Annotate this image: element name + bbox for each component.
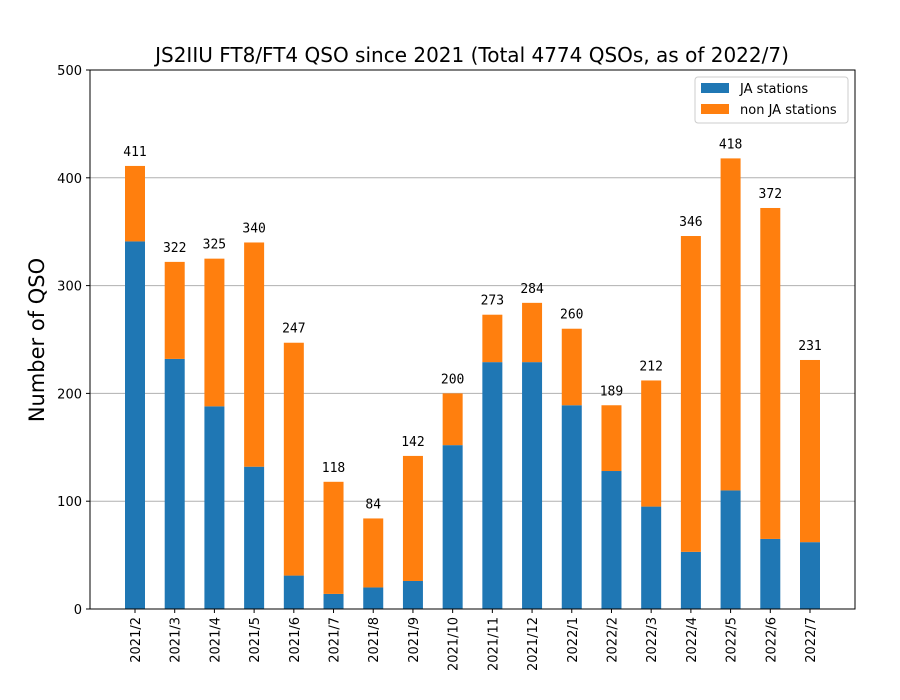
y-tick-label: 400 (57, 172, 82, 187)
bar-non-ja (601, 405, 622, 472)
bar-ja (164, 358, 185, 609)
x-tick-label: 2021/4 (208, 617, 223, 663)
bars (125, 158, 820, 610)
legend-swatch-ja (701, 83, 729, 93)
total-label: 284 (520, 282, 544, 297)
bar-non-ja (164, 261, 185, 359)
bar-ja (800, 542, 820, 609)
bar-non-ja (402, 455, 423, 581)
x-tick-label: 2021/7 (328, 617, 343, 663)
bar-ja (283, 575, 304, 609)
bar-ja (125, 241, 145, 610)
total-label: 273 (481, 294, 504, 309)
x-tick-label: 2021/8 (367, 617, 382, 663)
x-tick-label: 2022/1 (566, 617, 581, 663)
total-label: 411 (123, 145, 146, 160)
plot-area-frame (89, 69, 856, 610)
y-tick-label: 300 (57, 280, 82, 295)
total-label: 189 (600, 384, 623, 399)
x-tick-label: 2022/7 (804, 617, 819, 663)
x-tick-label: 2022/4 (685, 617, 700, 663)
bar-ja (720, 490, 741, 609)
bar-ja (402, 580, 423, 609)
bar-non-ja (641, 380, 662, 507)
bar-ja (641, 506, 662, 609)
total-label: 200 (441, 372, 464, 387)
bar-ja (561, 405, 582, 609)
y-tick-label: 0 (74, 603, 82, 618)
total-label: 418 (719, 137, 742, 152)
bar-non-ja (720, 158, 741, 491)
bar-ja (204, 406, 225, 609)
y-axis-label: Number of QSO (25, 258, 49, 422)
bar-ja (482, 362, 503, 609)
bar-non-ja (283, 342, 304, 576)
bar-non-ja (760, 207, 781, 539)
x-axis: 2021/2 2021/3 2021/4 2021/5 2021/6 2021/7 2021… (129, 609, 819, 671)
y-tick-label: 100 (57, 495, 82, 510)
x-tick-label: 2022/6 (764, 617, 779, 663)
x-tick-label: 2021/11 (486, 617, 501, 671)
chart-title: JS2IIU FT8/FT4 QSO since 2021 (Total 477… (153, 43, 789, 67)
total-label: 340 (242, 221, 265, 236)
bar-non-ja (442, 393, 463, 446)
x-tick-label: 2022/3 (645, 617, 660, 663)
legend-label-non-ja: non JA stations (740, 103, 837, 118)
x-tick-label: 2021/10 (447, 617, 462, 671)
x-tick-label: 2022/2 (605, 617, 620, 663)
total-label: 231 (798, 339, 821, 354)
y-tick-label: 500 (57, 64, 82, 79)
x-tick-label: 2021/2 (129, 617, 144, 663)
x-tick-label: 2021/12 (526, 617, 541, 671)
bar-non-ja (125, 165, 145, 242)
bar-non-ja (204, 258, 225, 407)
total-label: 346 (679, 215, 702, 230)
total-label: 118 (322, 461, 345, 476)
total-label: 322 (163, 241, 186, 256)
bar-non-ja (800, 359, 820, 543)
total-label: 247 (282, 322, 305, 337)
total-label: 372 (759, 187, 782, 202)
bar-non-ja (482, 314, 503, 363)
legend-swatch-non-ja (701, 104, 729, 114)
bar-non-ja (244, 242, 265, 467)
bar-ja (522, 362, 543, 609)
x-tick-label: 2021/9 (407, 617, 422, 663)
bar-ja (363, 587, 384, 609)
legend-box (694, 76, 849, 124)
total-label: 325 (203, 238, 226, 253)
total-label: 142 (401, 435, 424, 450)
legend: JA stations non JA stations (694, 76, 849, 124)
total-label: 212 (639, 359, 662, 374)
x-tick-label: 2021/3 (169, 617, 184, 663)
total-label: 84 (365, 497, 381, 512)
legend-label-ja: JA stations (739, 82, 808, 97)
y-tick-label: 200 (57, 387, 82, 402)
bar-ja (680, 551, 701, 609)
bar-ja (323, 593, 344, 609)
bar-non-ja (323, 481, 344, 594)
total-label: 260 (560, 308, 583, 323)
bar-non-ja (363, 518, 384, 588)
bar-non-ja (680, 236, 701, 552)
data-labels: 411 322 325 340 247 118 84 142 200 273 284 260 189 21… (123, 137, 821, 512)
x-tick-label: 2021/6 (288, 617, 303, 663)
bar-ja (760, 538, 781, 609)
x-tick-label: 2021/5 (248, 617, 263, 663)
bar-ja (442, 445, 463, 609)
y-axis: 0 100 200 300 400 500 (57, 64, 90, 618)
bar-ja (244, 466, 265, 609)
bar-ja (601, 471, 622, 609)
bar-non-ja (561, 328, 582, 406)
bar-non-ja (522, 302, 543, 363)
x-tick-label: 2022/5 (725, 617, 740, 663)
